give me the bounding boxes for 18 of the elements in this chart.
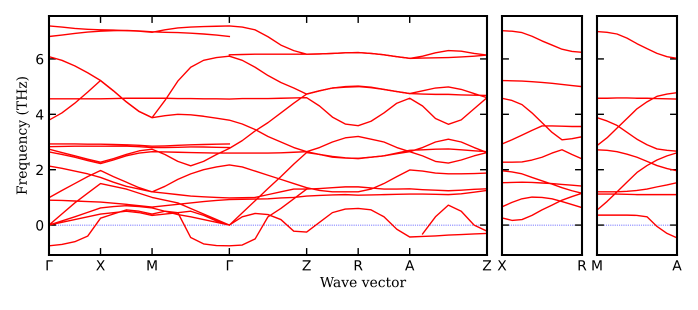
x-tick-label: Γ	[46, 260, 53, 270]
y-axis-title: Frequency (THz)	[16, 77, 30, 194]
x-tick-label: M	[592, 260, 602, 270]
y-tick-label: 4	[36, 109, 44, 120]
x-tick-label: A	[405, 260, 414, 270]
x-tick-label: Z	[302, 260, 311, 270]
x-tick-label: M	[147, 260, 157, 270]
x-tick-label: R	[354, 260, 363, 270]
x-tick-label: X	[498, 260, 506, 270]
x-tick-label: R	[578, 260, 586, 270]
x-tick-label: Z	[482, 260, 492, 270]
y-tick-label: 6	[36, 54, 44, 64]
y-tick-label: 2	[36, 164, 43, 175]
x-axis-title: Wave vector	[320, 276, 406, 288]
x-tick-label: X	[96, 260, 105, 270]
y-tick-label: 0	[36, 220, 44, 231]
x-tick-label: Γ	[226, 260, 234, 270]
x-tick-label: A	[672, 260, 682, 270]
